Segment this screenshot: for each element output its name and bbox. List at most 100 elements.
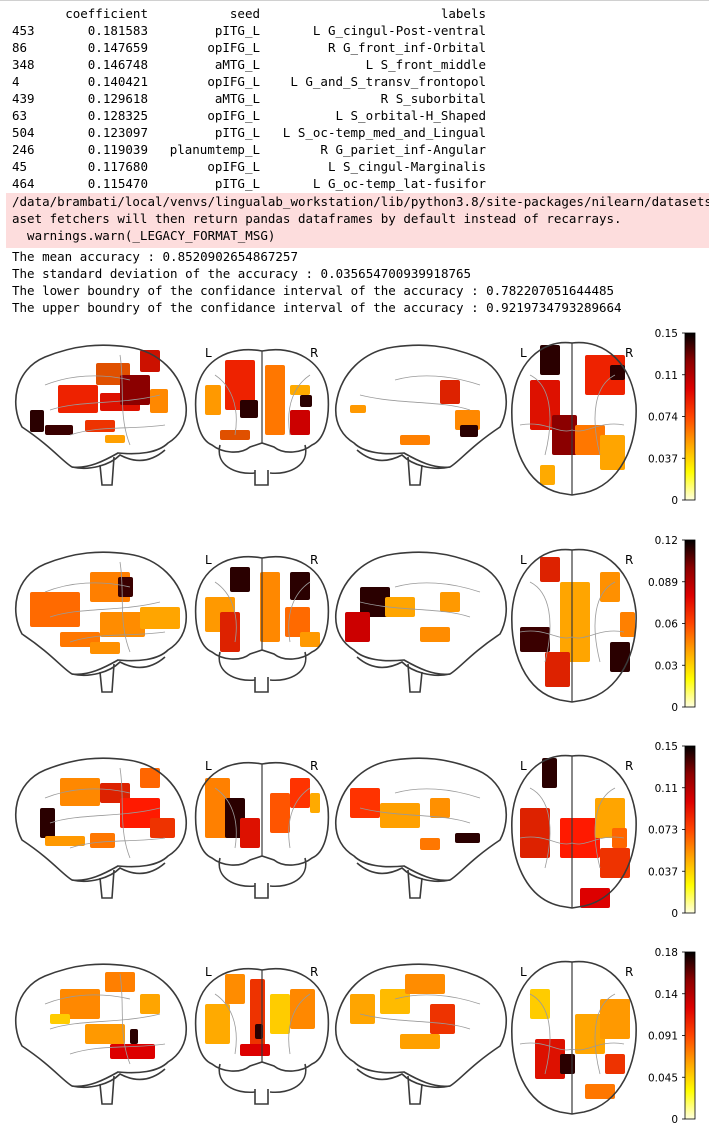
activation-blob bbox=[600, 572, 620, 602]
sulcus-line bbox=[394, 582, 481, 593]
activation-blob bbox=[520, 627, 550, 652]
coronal-brainstem-outline bbox=[254, 470, 269, 486]
row-seed: opIFG_L bbox=[207, 74, 260, 89]
row-coefficient: 0.128325 bbox=[87, 108, 148, 123]
sulcus-line bbox=[571, 1042, 625, 1051]
left-hemisphere-label: L bbox=[205, 759, 212, 773]
coronal-brainstem-outline bbox=[254, 677, 269, 693]
activation-blob bbox=[600, 848, 630, 878]
activation-blob bbox=[270, 994, 290, 1034]
row-seed: opIFG_L bbox=[207, 108, 260, 123]
activation-blob bbox=[430, 798, 450, 818]
row-label: L G_cingul-Post-ventral bbox=[312, 23, 486, 38]
brainstem-right-outline bbox=[407, 456, 423, 486]
activation-blob bbox=[100, 612, 145, 637]
activation-blob bbox=[260, 572, 280, 642]
activation-blob bbox=[30, 592, 80, 627]
sulcus-line bbox=[529, 581, 551, 663]
row-label: R S_suborbital bbox=[380, 91, 486, 106]
activation-blob bbox=[90, 833, 115, 848]
activation-blob bbox=[270, 793, 290, 833]
activation-blob bbox=[30, 410, 44, 432]
activation-blob bbox=[542, 758, 557, 788]
cerebellum-outline bbox=[71, 862, 166, 883]
row-index: 246 bbox=[12, 142, 35, 157]
activation-blob bbox=[440, 380, 460, 404]
warning-output: /data/brambati/local/venvs/lingualab_wor… bbox=[6, 193, 709, 248]
activation-blob bbox=[460, 425, 478, 437]
colorbar-tick-label: 0.06 bbox=[655, 619, 679, 631]
activation-blob bbox=[220, 612, 240, 652]
cerebellum-outline bbox=[71, 449, 166, 470]
activation-blob bbox=[205, 1004, 230, 1044]
row-coefficient: 0.147659 bbox=[87, 40, 148, 55]
table-row: 464 0.115470 pITG_L L G_oc-temp_lat-fusifor bbox=[12, 175, 486, 192]
activation-blobs bbox=[30, 345, 625, 485]
warning-line: warnings.warn(_LEGACY_FORMAT_MSG) bbox=[12, 228, 276, 243]
row-coefficient: 0.181583 bbox=[87, 23, 148, 38]
activation-blob bbox=[290, 410, 310, 435]
colorbar-tick-label: 0.073 bbox=[648, 825, 678, 837]
activation-blob bbox=[240, 400, 258, 418]
activation-blob bbox=[350, 994, 375, 1024]
sulcus-line bbox=[214, 374, 237, 436]
activation-blob bbox=[360, 587, 390, 617]
right-hemisphere-label: R bbox=[625, 346, 633, 360]
sulcus-line bbox=[288, 993, 311, 1055]
row-label: R G_pariet_inf-Angular bbox=[320, 142, 486, 157]
activation-blob bbox=[520, 808, 550, 858]
sulcus-line bbox=[529, 374, 551, 456]
sulcus-line bbox=[69, 1043, 166, 1055]
coronal-brainstem-outline bbox=[254, 883, 269, 899]
sulcus-line bbox=[69, 631, 166, 643]
row-index: 4 bbox=[12, 74, 20, 89]
colorbar-tick-label: 0.11 bbox=[655, 370, 678, 382]
warning-line: /data/brambati/local/venvs/lingualab_wor… bbox=[12, 194, 709, 209]
sulcus-line bbox=[359, 1013, 471, 1030]
sulcus-line bbox=[49, 1013, 161, 1030]
right-hemisphere-label: R bbox=[625, 553, 633, 567]
colorbar-tick-label: 0.089 bbox=[648, 577, 678, 589]
activation-blob bbox=[105, 435, 125, 443]
colorbar-tick-label: 0.037 bbox=[648, 453, 678, 465]
cell-top-border bbox=[0, 0, 709, 1]
brainstem-outline bbox=[99, 663, 115, 693]
activation-blob bbox=[240, 1044, 270, 1056]
sulcus-line bbox=[359, 394, 471, 411]
sulcus-line bbox=[44, 375, 131, 386]
row-index: 348 bbox=[12, 57, 35, 72]
cerebellum-right-outline bbox=[356, 1068, 451, 1089]
activation-blob bbox=[285, 607, 310, 637]
activation-blob bbox=[430, 1004, 455, 1034]
colorbar-tick-label: 0.11 bbox=[655, 783, 678, 795]
left-hemisphere-label: L bbox=[520, 965, 527, 979]
cerebellum-right-outline bbox=[356, 862, 451, 883]
sulcus-line bbox=[119, 973, 131, 1065]
sulcus-line bbox=[49, 601, 161, 618]
colorbar-tick-label: 0 bbox=[671, 1114, 678, 1126]
activation-blob bbox=[110, 1044, 155, 1059]
activation-blob bbox=[545, 652, 570, 687]
colorbar-tick-label: 0.03 bbox=[655, 660, 678, 672]
activation-blob bbox=[130, 1029, 138, 1044]
activation-blob bbox=[540, 465, 555, 485]
colorbar-tick-label: 0.18 bbox=[655, 947, 678, 959]
sulcus-line bbox=[394, 788, 481, 799]
coronal-cerebellum-outline bbox=[218, 444, 307, 474]
activation-blob bbox=[585, 1084, 615, 1099]
activation-blob bbox=[240, 818, 260, 848]
sulcus-line bbox=[119, 354, 131, 446]
brain-outlines bbox=[15, 548, 637, 703]
sulcus-line bbox=[394, 375, 481, 386]
sulcus-line bbox=[571, 630, 625, 639]
table-header-row: coefficient seed labels bbox=[12, 5, 486, 22]
coronal-brainstem-outline bbox=[254, 1089, 269, 1105]
brainstem-right-outline bbox=[407, 869, 423, 899]
activation-blob bbox=[255, 1024, 263, 1039]
activation-blob bbox=[575, 425, 605, 455]
table-row: 246 0.119039 planumtemp_L R G_pariet_inf-An… bbox=[12, 141, 486, 158]
row-index: 504 bbox=[12, 125, 35, 140]
row-coefficient: 0.117680 bbox=[87, 159, 148, 174]
activation-blob bbox=[540, 345, 560, 375]
glass-brain-figure-1: L R L R 0.15 0.11 0.074 0.037 0 bbox=[0, 325, 709, 515]
